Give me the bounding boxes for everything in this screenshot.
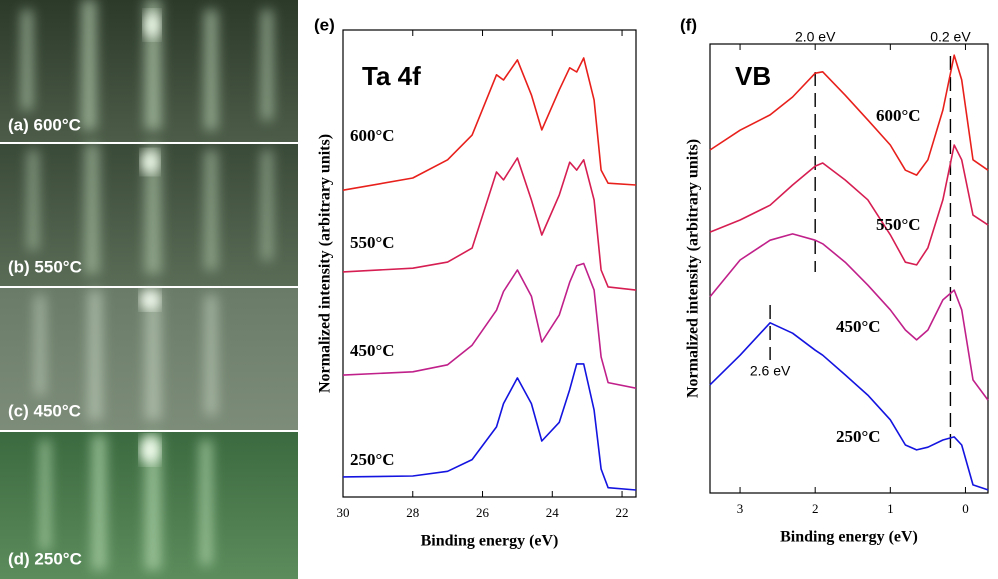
spot — [140, 290, 160, 310]
image-label: (b) 550°C — [8, 257, 82, 276]
spectrum-line — [342, 363, 637, 491]
annotation-label: 2.6 eV — [750, 363, 791, 379]
image-label: (d) 250°C — [8, 549, 82, 568]
series-label: 250°C — [350, 450, 395, 469]
annotation-label: 0.2 eV — [930, 29, 971, 45]
spectrum-line — [342, 262, 637, 389]
series-label: 250°C — [836, 427, 881, 446]
spectrum-line — [342, 157, 637, 291]
annotation-label: 2.0 eV — [795, 29, 836, 45]
streaks — [40, 435, 212, 570]
x-tick-label: 24 — [546, 505, 560, 520]
image-label: (a) 600°C — [8, 115, 81, 134]
spectrum-line — [342, 57, 637, 191]
series-label: 600°C — [876, 106, 921, 125]
inset-label: Ta 4f — [362, 61, 421, 91]
y-axis-label: Normalized intensity (arbitrary units) — [685, 139, 702, 398]
x-tick-label: 3 — [737, 501, 744, 516]
inset-label: VB — [735, 61, 771, 91]
rheed-image: (c) 450°C — [0, 288, 298, 430]
streaks — [28, 144, 272, 274]
spectrum-line — [709, 322, 989, 491]
rheed-image: (d) 250°C — [0, 432, 298, 579]
series-label: 600°C — [350, 126, 395, 145]
series-label: 450°C — [836, 317, 881, 336]
rheed-image: (a) 600°C — [0, 0, 298, 142]
panel-label: (f) — [680, 15, 697, 34]
x-axis-label: Binding energy (eV) — [421, 533, 559, 550]
x-tick-label: 28 — [406, 505, 419, 520]
x-tick-label: 30 — [337, 505, 350, 520]
plot-frame — [342, 29, 637, 498]
series-label: 550°C — [350, 233, 395, 252]
x-tick-label: 1 — [887, 501, 894, 516]
spectrum-line — [709, 144, 989, 266]
rheed-image: (b) 550°C — [0, 144, 298, 286]
x-tick-label: 2 — [812, 501, 819, 516]
panel-label: (e) — [314, 15, 335, 34]
x-tick-label: 22 — [616, 505, 629, 520]
x-tick-label: 0 — [962, 501, 969, 516]
x-axis-label: Binding energy (eV) — [780, 529, 918, 546]
x-tick-label: 26 — [476, 505, 490, 520]
plot-frame — [709, 43, 989, 494]
series-label: 550°C — [876, 215, 921, 234]
rheed-images: (a) 600°C (b) 550°C (c) 450°C (d) 250°C — [0, 0, 298, 579]
series-label: 450°C — [350, 341, 395, 360]
spectrum-line — [709, 54, 989, 176]
y-axis-label: Normalized intensity (arbitrary units) — [317, 134, 334, 393]
spectrum-line — [709, 233, 989, 401]
spot — [144, 11, 160, 39]
image-label: (c) 450°C — [8, 401, 81, 420]
spot — [141, 150, 159, 174]
streaks — [35, 290, 217, 420]
spot — [140, 436, 160, 464]
